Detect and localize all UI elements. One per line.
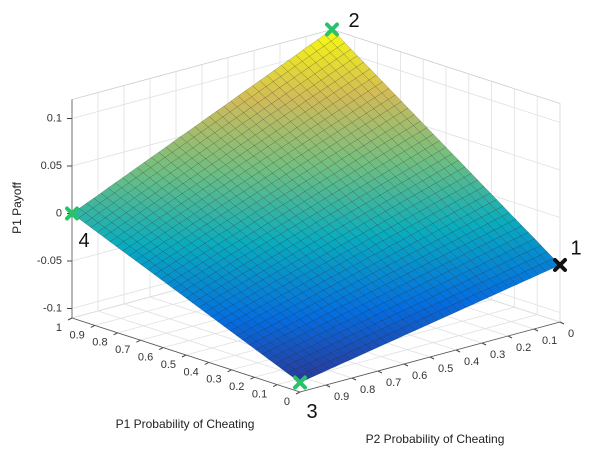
x-tick-label: 0.2 [229, 381, 244, 393]
tick-mark [325, 384, 331, 388]
surface-cell [210, 312, 226, 322]
x-tick-label: 1 [56, 322, 62, 334]
z-tick-label: 0.1 [47, 112, 62, 124]
z-tick-label: 0 [56, 207, 62, 219]
tick-mark [533, 328, 539, 332]
grid-line [71, 48, 333, 119]
surface [71, 29, 561, 383]
y-tick-label: 0.3 [490, 349, 505, 361]
tick-mark [507, 335, 513, 339]
surface-cell [172, 284, 188, 294]
surface-cell [248, 341, 264, 350]
tick-mark [113, 332, 118, 336]
surface-cell [141, 260, 156, 271]
x-tick-label: 0 [284, 396, 290, 408]
surface-cell [134, 255, 150, 266]
tick-mark [250, 376, 255, 380]
y-tick-label: 0.4 [464, 356, 479, 368]
y-tick-label: 0.7 [386, 377, 401, 389]
y-tick-label: 0.5 [438, 363, 453, 375]
point-marker [325, 22, 339, 37]
point-label: 4 [78, 230, 89, 252]
x-tick-label: 0.3 [206, 374, 221, 386]
x-tick-label: 0.8 [92, 337, 107, 349]
tick-mark [377, 370, 383, 374]
y-axis-label: P2 Probability of Cheating [366, 432, 505, 446]
surface-cell [217, 317, 232, 327]
point-label: 2 [348, 10, 359, 32]
point-marker [65, 206, 79, 221]
x-tick-label: 0.5 [161, 359, 176, 371]
tick-mark [351, 377, 357, 381]
x-tick-label: 0.6 [138, 352, 153, 364]
surface-cell [103, 231, 118, 242]
z-axis-label: P1 Payoff [10, 181, 24, 233]
z-tick-label: 0.05 [41, 160, 62, 172]
z-tick-label: -0.1 [43, 302, 62, 314]
x-tick-label: 0.9 [70, 329, 85, 341]
tick-mark [429, 356, 435, 360]
y-tick-label: 0.2 [516, 342, 531, 354]
tick-mark [295, 391, 301, 395]
y-tick-label: 0.9 [334, 391, 349, 403]
axis-line [71, 317, 301, 393]
tick-mark [158, 347, 164, 351]
tick-mark [227, 369, 232, 373]
y-tick-label: 0.6 [412, 370, 427, 382]
tick-mark [455, 349, 461, 353]
surface-cell [84, 217, 99, 228]
grid-line [331, 48, 561, 123]
y-tick-label: 0 [568, 328, 574, 340]
z-tick-label: -0.05 [37, 255, 62, 267]
surface-cell [274, 360, 289, 369]
surface-cell [147, 265, 162, 275]
tick-mark [204, 361, 210, 365]
tick-mark [67, 317, 73, 321]
x-tick-label: 0.7 [115, 344, 130, 356]
surface-cell [204, 307, 219, 318]
tick-mark [272, 384, 278, 388]
surface-cell [198, 303, 213, 313]
surface-cell [191, 298, 207, 308]
x-tick-label: 0.1 [252, 389, 267, 401]
tick-mark [181, 354, 187, 358]
point-marker [293, 375, 307, 390]
point-marker [553, 258, 567, 272]
surface-cell [166, 279, 181, 289]
y-tick-label: 0.8 [360, 384, 375, 396]
surface-cell [153, 269, 169, 280]
x-tick-label: 0.4 [184, 366, 199, 378]
tick-mark [481, 342, 487, 346]
y-tick-label: 0.1 [542, 335, 557, 347]
surface-cell [122, 246, 137, 257]
x-axis-label: P1 Probability of Cheating [116, 417, 255, 431]
tick-mark [559, 321, 565, 325]
tick-mark [136, 339, 141, 343]
surface-cell [242, 336, 257, 346]
surface-cell [236, 331, 251, 341]
axis-line [299, 321, 561, 393]
tick-mark [403, 363, 409, 367]
point-label: 3 [306, 401, 317, 423]
tick-mark [90, 324, 96, 328]
point-label: 1 [570, 237, 581, 259]
